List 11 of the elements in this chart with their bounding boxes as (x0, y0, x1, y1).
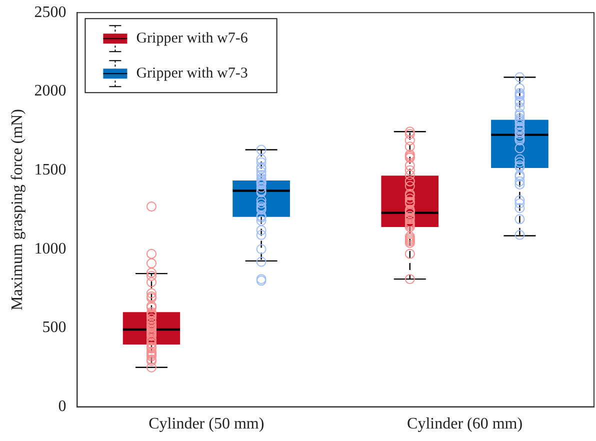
y-tick-label: 0 (58, 398, 66, 416)
x-tick-label: Cylinder (60 mm) (407, 416, 523, 433)
x-tick-label: Cylinder (50 mm) (148, 416, 264, 433)
y-axis-title: Maximum grasping force (mN) (8, 109, 26, 310)
y-tick-label: 2500 (34, 4, 66, 21)
y-tick-label: 1000 (34, 240, 66, 258)
legend-label: Gripper with w7-6 (136, 30, 248, 47)
y-tick-label: 500 (42, 319, 66, 336)
legend-label: Gripper with w7-3 (136, 66, 248, 82)
y-tick-label: 2000 (34, 82, 66, 100)
y-tick-label: 1500 (34, 161, 66, 178)
